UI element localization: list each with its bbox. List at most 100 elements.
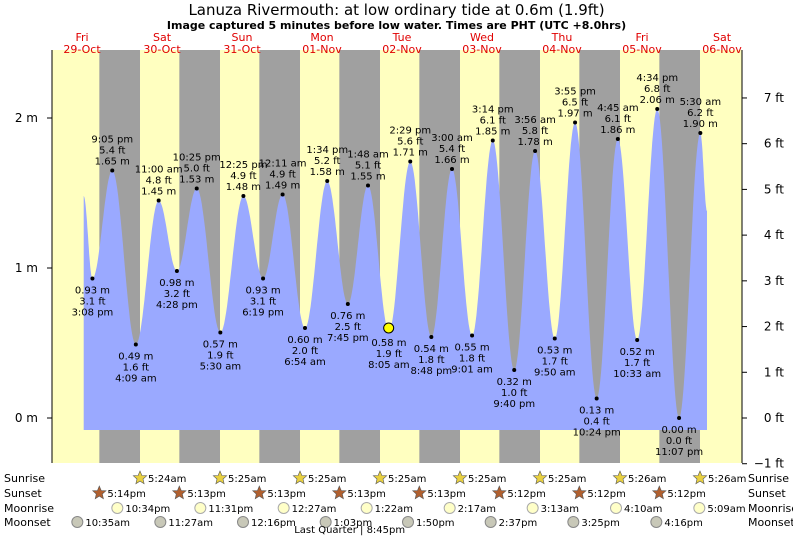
tide-label: 5.4 ft bbox=[99, 146, 125, 157]
tide-point bbox=[280, 192, 285, 197]
tide-label: 1.7 ft bbox=[624, 358, 650, 369]
day-name: Fri bbox=[635, 31, 648, 44]
tide-label: 0.98 m bbox=[159, 278, 194, 289]
sunrise-icon bbox=[692, 470, 708, 485]
moonset-time: 12:16pm bbox=[251, 518, 296, 529]
tide-label: 0.54 m bbox=[414, 344, 449, 355]
sunrise-time: 5:25am bbox=[548, 474, 586, 485]
tide-label: 0.32 m bbox=[497, 377, 532, 388]
tide-label: 1.53 m bbox=[179, 175, 214, 186]
sunset-icon bbox=[171, 485, 187, 500]
sunrise-icon bbox=[212, 470, 228, 485]
tide-label: 1.97 m bbox=[557, 109, 592, 120]
tide-point bbox=[429, 335, 434, 339]
tide-label: 4.9 ft bbox=[230, 171, 256, 182]
tide-label: 3:56 am bbox=[514, 115, 556, 126]
day-name: Sun bbox=[232, 31, 253, 44]
astro-label-right: Sunrise bbox=[748, 472, 789, 485]
moonrise-icon bbox=[277, 502, 290, 514]
tide-label: 1.48 m bbox=[226, 182, 261, 193]
tide-label: 1.85 m bbox=[475, 127, 510, 138]
tide-label: 1.78 m bbox=[518, 137, 553, 148]
day-date: 03-Nov bbox=[462, 43, 502, 56]
astro-label-left: Sunrise bbox=[4, 472, 45, 485]
tide-label: 1.45 m bbox=[141, 187, 176, 198]
tide-label: 6.5 ft bbox=[562, 98, 588, 109]
right-tick-label: 4 ft bbox=[764, 228, 784, 242]
sunrise-time: 5:24am bbox=[148, 474, 186, 485]
tide-point bbox=[133, 342, 138, 347]
left-tick-label: 1 m bbox=[15, 261, 38, 275]
tide-point bbox=[194, 186, 199, 191]
tide-point bbox=[655, 107, 660, 111]
tide-point bbox=[303, 326, 307, 330]
sunrise-icon bbox=[372, 470, 388, 485]
tide-label: 6.1 ft bbox=[480, 116, 506, 127]
moonset-icon bbox=[650, 516, 663, 528]
moonrise-time: 10:34pm bbox=[125, 504, 170, 515]
tide-point bbox=[261, 276, 266, 281]
tide-point bbox=[110, 168, 115, 173]
tide-label: 9:50 am bbox=[534, 368, 576, 379]
tide-label: 2.5 ft bbox=[335, 322, 361, 333]
tide-label: 3:14 pm bbox=[472, 105, 514, 116]
sunset-time: 5:13pm bbox=[187, 489, 226, 500]
day-name: Sat bbox=[153, 31, 172, 44]
day-name: Tue bbox=[392, 31, 412, 44]
sunrise-time: 5:25am bbox=[468, 474, 506, 485]
moonrise-time: 3:13am bbox=[541, 504, 579, 515]
tide-label: 9:05 pm bbox=[91, 135, 133, 146]
tide-label: 11:00 am bbox=[135, 165, 183, 176]
astro-label-right: Moonrise bbox=[748, 502, 793, 515]
astro-label-left: Sunset bbox=[4, 487, 42, 500]
day-date: 29-Oct bbox=[63, 43, 101, 56]
tide-label: 5.4 ft bbox=[439, 144, 465, 155]
tide-label: 11:07 pm bbox=[655, 447, 703, 458]
moonset-icon bbox=[319, 516, 332, 528]
tide-label: 1.8 ft bbox=[418, 355, 444, 366]
moonset-time: 10:35am bbox=[85, 518, 130, 529]
tide-label: 1.86 m bbox=[600, 125, 635, 136]
moonset-time: 3:25pm bbox=[581, 518, 620, 529]
tide-label: 2:29 pm bbox=[389, 126, 431, 137]
moonrise-icon bbox=[693, 502, 706, 514]
tide-label: 0.60 m bbox=[287, 335, 322, 346]
tide-label: 0.0 ft bbox=[666, 436, 692, 447]
sunrise-icon bbox=[292, 470, 308, 485]
tide-label: 6.1 ft bbox=[605, 114, 631, 125]
sunrise-time: 5:26am bbox=[628, 474, 666, 485]
sunset-icon bbox=[411, 485, 427, 500]
tide-point bbox=[408, 159, 413, 164]
sunset-icon bbox=[91, 485, 107, 500]
sunset-time: 5:12pm bbox=[507, 489, 546, 500]
sunrise-icon bbox=[532, 470, 548, 485]
tide-point bbox=[90, 276, 95, 281]
tide-label: 5:30 am bbox=[200, 362, 242, 373]
tide-label: 5.6 ft bbox=[397, 137, 423, 148]
tide-point bbox=[345, 302, 350, 306]
moonset-icon bbox=[567, 516, 580, 528]
right-tick-label: 5 ft bbox=[764, 182, 784, 196]
chart-title: Lanuza Rivermouth: at low ordinary tide … bbox=[188, 1, 605, 19]
moonrise-time: 2:17am bbox=[458, 504, 496, 515]
tide-label: 0.93 m bbox=[75, 286, 110, 297]
tide-label: 1.55 m bbox=[350, 172, 385, 183]
chart-subtitle: Image captured 5 minutes before low wate… bbox=[166, 19, 627, 32]
tide-label: 0.00 m bbox=[661, 425, 696, 436]
current-tide-marker bbox=[383, 322, 395, 334]
moonset-icon bbox=[154, 516, 167, 528]
tide-label: 1.6 ft bbox=[123, 363, 149, 374]
moonrise-time: 11:31pm bbox=[208, 504, 253, 515]
tide-label: 10:25 pm bbox=[173, 153, 221, 164]
sunset-icon bbox=[251, 485, 267, 500]
tide-label: 5.0 ft bbox=[184, 164, 210, 175]
moonset-icon bbox=[484, 516, 497, 528]
tide-point bbox=[512, 368, 517, 372]
tide-point bbox=[174, 269, 179, 273]
tide-label: 3:08 pm bbox=[72, 308, 114, 319]
tide-label: 0.49 m bbox=[118, 352, 153, 363]
sunrise-icon bbox=[452, 470, 468, 485]
tide-label: 0.93 m bbox=[245, 286, 280, 297]
tide-label: 3.2 ft bbox=[164, 289, 190, 300]
tide-point bbox=[635, 338, 640, 342]
